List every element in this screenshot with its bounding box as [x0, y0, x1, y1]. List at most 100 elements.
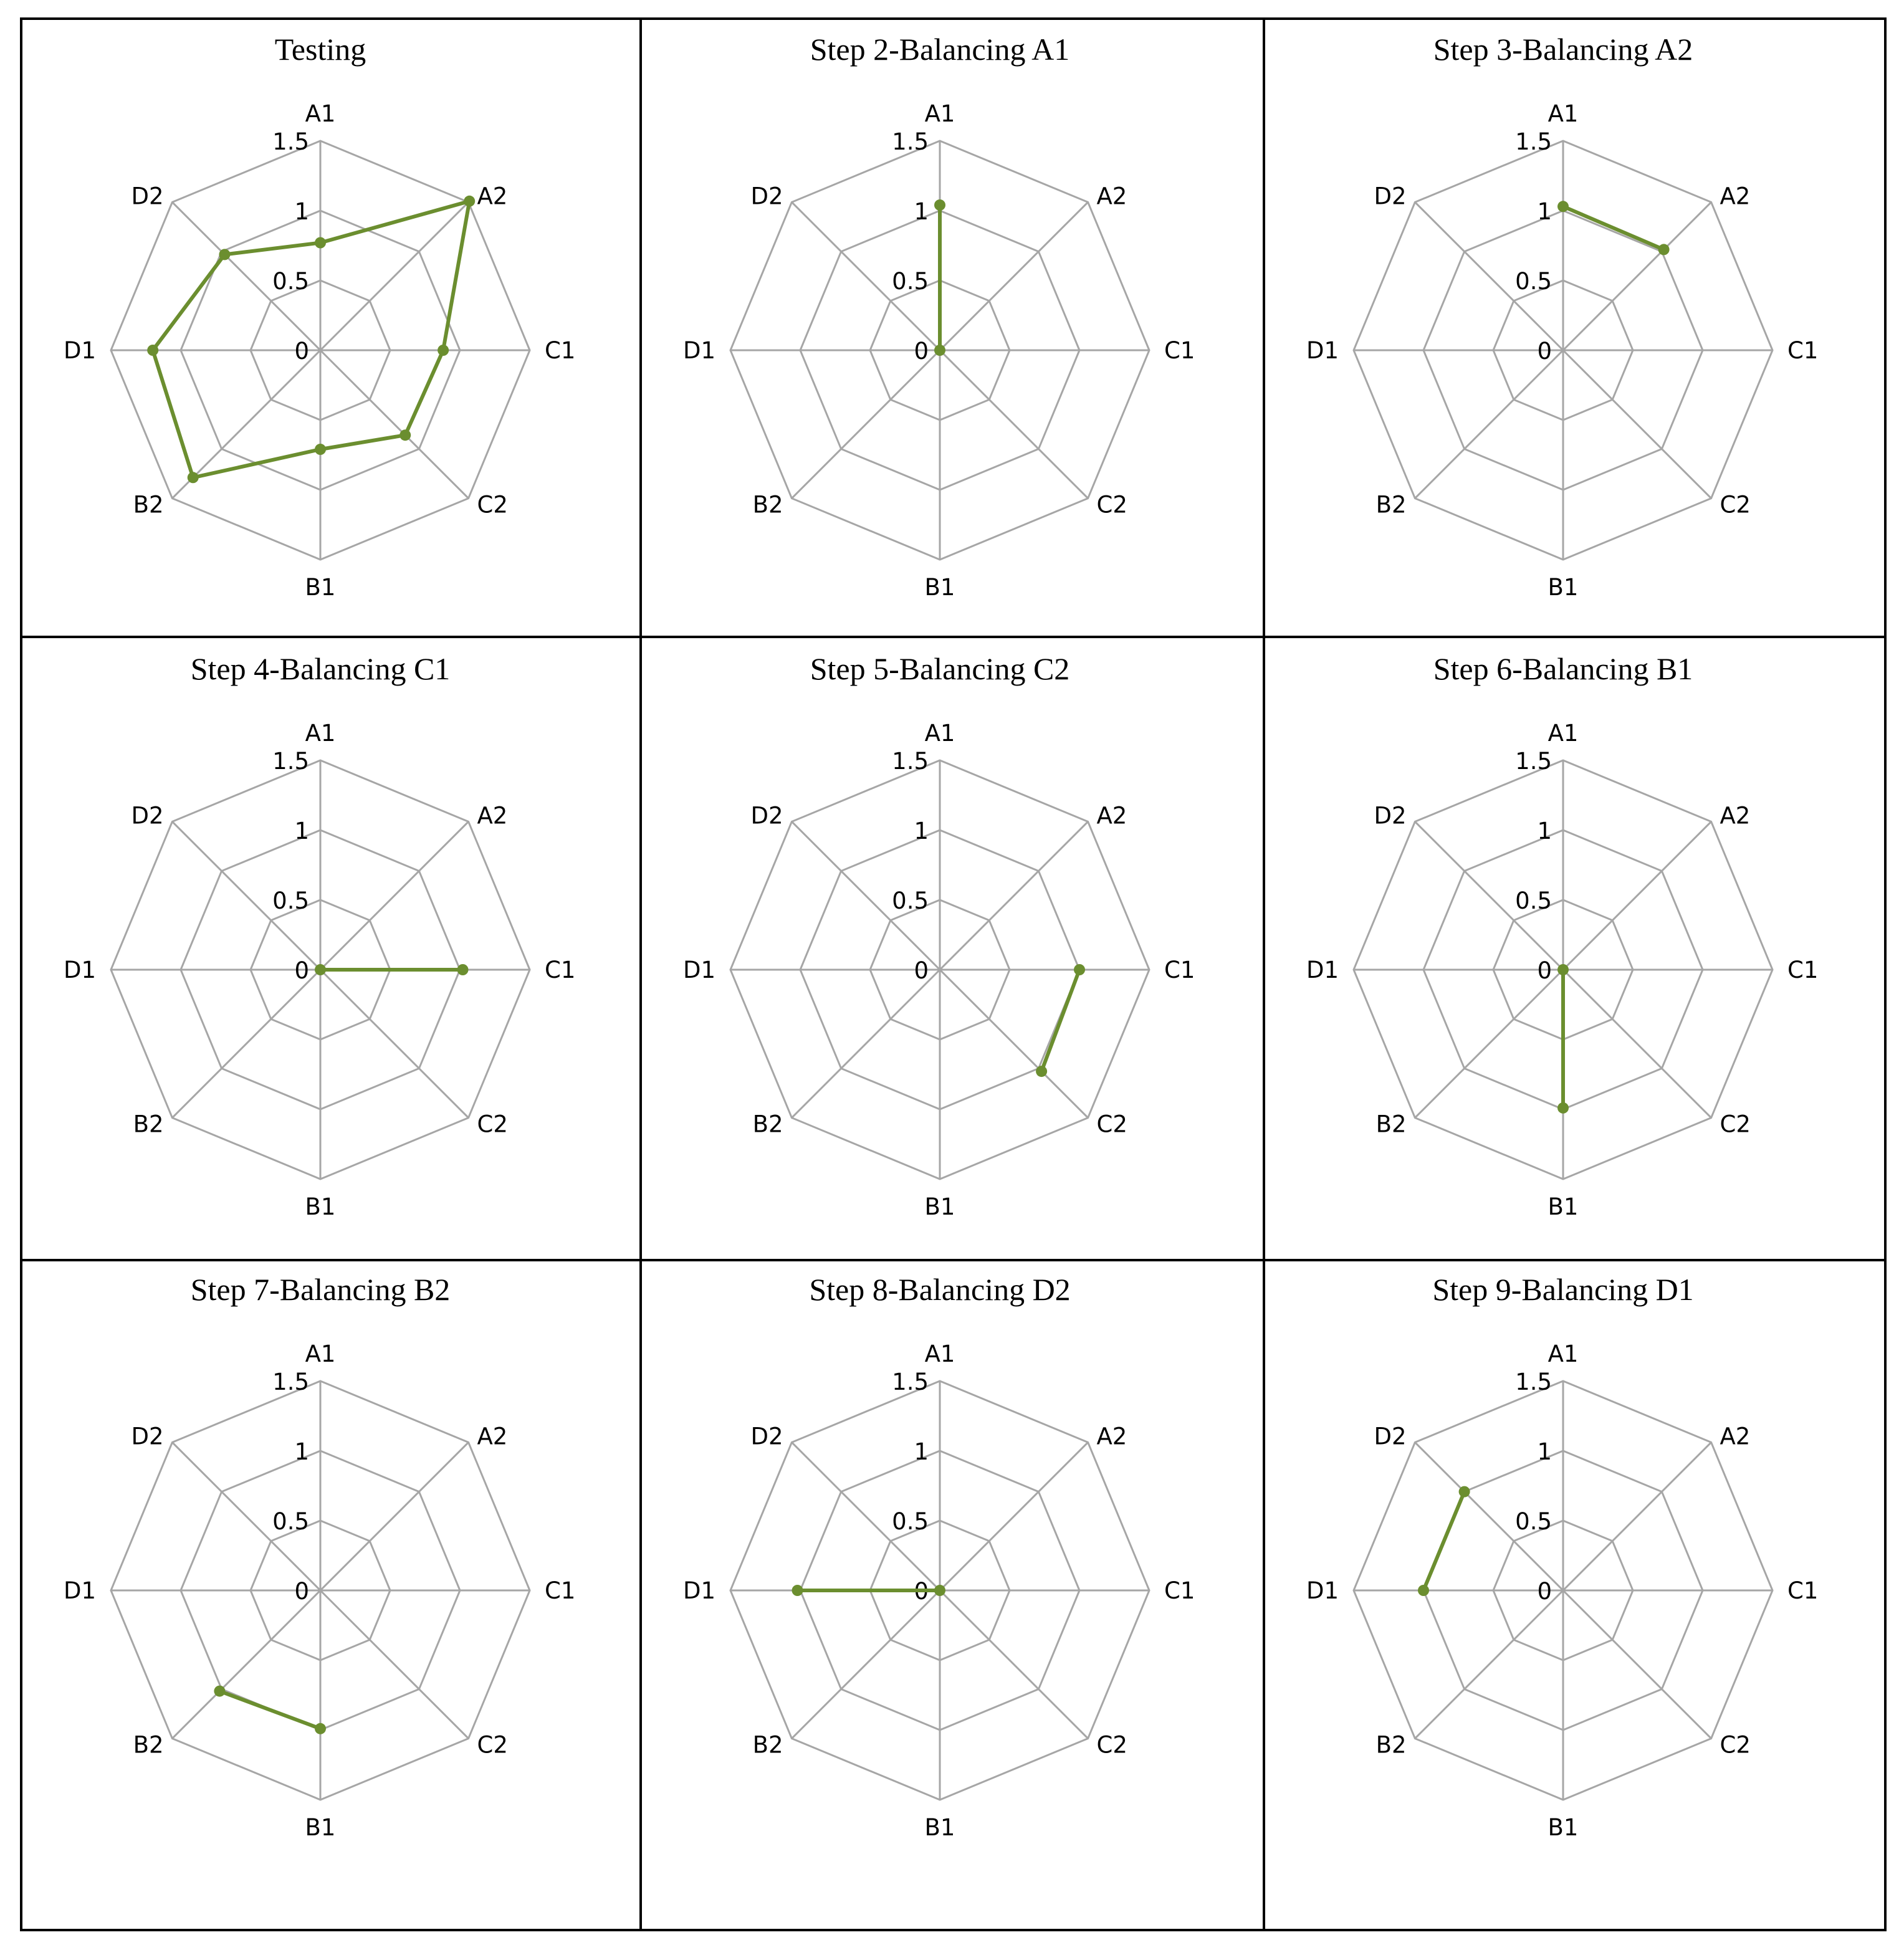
- spoke: [171, 1441, 322, 1592]
- tick-label: 0.5: [1515, 887, 1552, 914]
- spoke: [319, 968, 469, 1119]
- axis-label-c1: C1: [1787, 1577, 1818, 1604]
- axis-label-a2: A2: [477, 803, 508, 829]
- spoke: [791, 821, 941, 971]
- axis-label-b1: B1: [305, 574, 336, 601]
- spoke: [791, 349, 941, 499]
- axis-label-c2: C2: [1720, 1732, 1751, 1759]
- axis-label-d1: D1: [1306, 1577, 1339, 1604]
- axis-label-d1: D1: [1306, 337, 1339, 364]
- tick-label: 1: [914, 1438, 929, 1465]
- chart-cell-border: [1263, 1259, 1887, 1931]
- axis-label-a1: A1: [925, 1341, 955, 1367]
- tick-label: 0.5: [272, 887, 309, 914]
- axis-label-c1: C1: [545, 1577, 575, 1604]
- tick-label: 1.5: [1515, 128, 1552, 155]
- radar-chart: Step 7-Balancing B2 A1 A2 C1 C2 B1 B2 D1 D2 0 0.5 1…: [64, 1272, 575, 1841]
- tick-label: 1: [294, 198, 309, 225]
- spoke: [1414, 1589, 1564, 1739]
- axis-label-c1: C1: [1787, 337, 1818, 364]
- axis-label-a2: A2: [477, 183, 508, 210]
- axis-label-d1: D1: [683, 1577, 715, 1604]
- chart-title: Step 7-Balancing B2: [191, 1272, 451, 1307]
- tick-label: 0: [1537, 1578, 1552, 1605]
- chart-title: Testing: [275, 32, 366, 67]
- series-line: [218, 1689, 322, 1731]
- tick-label: 0.5: [1515, 1508, 1552, 1535]
- tick-label: 1.5: [892, 748, 929, 775]
- tick-label: 0.5: [272, 1508, 309, 1535]
- axis-label-b1: B1: [305, 1814, 336, 1841]
- tick-label: 0: [294, 338, 309, 365]
- axis-label-d2: D2: [750, 803, 783, 829]
- axis-label-c2: C2: [477, 492, 508, 519]
- tick-label: 1: [914, 818, 929, 844]
- axis-label-a1: A1: [925, 100, 955, 127]
- radar-chart: Step 3-Balancing A2 A1 A2 C1 C2 B1 B2 D1 D2 0 0.5 1…: [1306, 32, 1818, 601]
- data-point-d2: [1458, 1486, 1470, 1498]
- spoke: [171, 201, 322, 351]
- spoke: [1562, 821, 1712, 971]
- axis-label-a1: A1: [305, 720, 336, 747]
- axis-label-d2: D2: [131, 183, 163, 210]
- axis-label-d2: D2: [750, 1423, 783, 1450]
- axis-label-c2: C2: [1720, 492, 1751, 519]
- axis-label-d2: D2: [1374, 1423, 1406, 1450]
- spoke: [1414, 349, 1564, 499]
- data-point-b2: [187, 472, 199, 484]
- spoke: [319, 1589, 469, 1739]
- spoke: [791, 201, 941, 351]
- tick-label: 0: [1537, 338, 1552, 365]
- data-point-c2: [1036, 1066, 1048, 1078]
- axis-label-b1: B1: [305, 1193, 336, 1220]
- axis-label-c2: C2: [1097, 1111, 1127, 1138]
- axis-label-b1: B1: [925, 1814, 955, 1841]
- tick-label: 0: [1537, 957, 1552, 984]
- axis-label-a1: A1: [1548, 100, 1579, 127]
- data-point-b1: [1557, 1102, 1569, 1114]
- axis-label-c2: C2: [1097, 1732, 1127, 1759]
- axis-label-b2: B2: [753, 1732, 783, 1759]
- tick-label: 1.5: [1515, 748, 1552, 775]
- axis-label-a2: A2: [1720, 1423, 1751, 1450]
- radar-chart: Step 2-Balancing A1 A1 A2 C1 C2 B1 B2 D1 D2 0 0.5 1…: [683, 32, 1195, 601]
- axis-label-b1: B1: [925, 574, 955, 601]
- tick-label: 1: [294, 818, 309, 844]
- axis-label-a1: A1: [305, 1341, 336, 1367]
- axis-label-a2: A2: [1097, 803, 1127, 829]
- axis-label-b1: B1: [1548, 574, 1579, 601]
- tick-label: 0.5: [272, 268, 309, 295]
- axis-label-c2: C2: [1720, 1111, 1751, 1138]
- axis-label-b2: B2: [133, 1111, 164, 1138]
- axis-label-d2: D2: [131, 1423, 163, 1450]
- axis-label-d1: D1: [64, 1577, 96, 1604]
- chart-title: Step 3-Balancing A2: [1433, 32, 1693, 67]
- spoke: [319, 1441, 469, 1592]
- tick-label: 0.5: [1515, 268, 1552, 295]
- data-point-a1: [1557, 201, 1569, 213]
- chart-title: Step 5-Balancing C2: [810, 651, 1070, 686]
- data-point-d1: [1418, 1585, 1429, 1596]
- spoke: [791, 968, 941, 1119]
- spoke: [939, 349, 1089, 499]
- data-point-b2: [214, 1685, 226, 1697]
- axis-label-a2: A2: [1097, 1423, 1127, 1450]
- radar-chart: Step 6-Balancing B1 A1 A2 C1 C2 B1 B2 D1 D2 0 0.5 1…: [1306, 651, 1818, 1220]
- spoke: [939, 968, 1089, 1119]
- tick-label: 1: [1537, 198, 1552, 225]
- data-point-b1: [315, 1723, 326, 1734]
- chart-title: Step 8-Balancing D2: [809, 1272, 1070, 1307]
- tick-label: 1.5: [892, 128, 929, 155]
- spoke: [939, 1589, 1089, 1739]
- axis-label-c1: C1: [1164, 957, 1195, 983]
- axis-label-c1: C1: [1164, 337, 1195, 364]
- axis-label-c1: C1: [545, 337, 575, 364]
- axis-label-c1: C1: [1164, 1577, 1195, 1604]
- spoke: [1414, 201, 1564, 351]
- tick-label: 1: [294, 1438, 309, 1465]
- axis-label-a1: A1: [925, 720, 955, 747]
- tick-label: 1.5: [272, 128, 309, 155]
- axis-label-d2: D2: [131, 803, 163, 829]
